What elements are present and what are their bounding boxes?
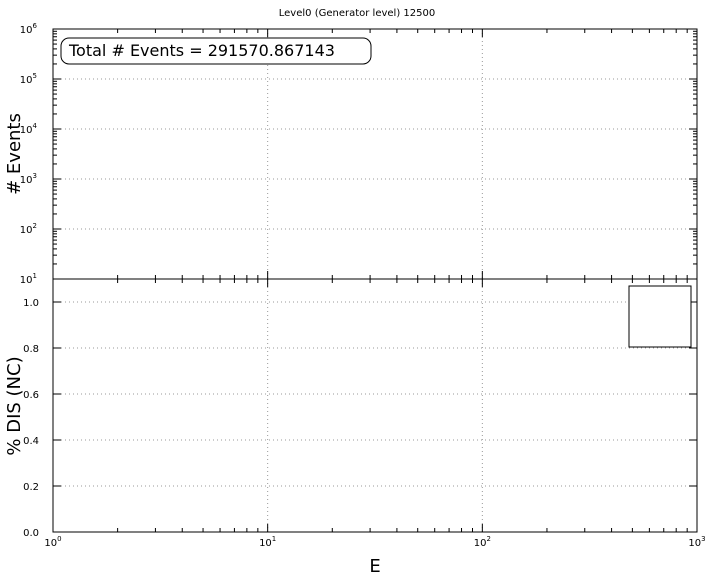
legend bbox=[628, 285, 692, 348]
top-panel-grid bbox=[53, 29, 697, 279]
top-y-tick-base: 10 bbox=[20, 175, 33, 186]
bottom-y-tick-label: 0.0 bbox=[23, 528, 39, 539]
bottom-panel-frame bbox=[52, 278, 698, 533]
top-y-tick-label: 103 bbox=[20, 172, 37, 186]
x-tick-base: 10 bbox=[44, 538, 57, 549]
top-y-tick-base: 10 bbox=[20, 25, 33, 36]
top-y-tick-exp: 4 bbox=[33, 122, 38, 130]
x-tick-exp: 3 bbox=[701, 535, 705, 543]
bottom-y-axis-label: % DIS (NC) bbox=[4, 356, 25, 455]
annotation-box: Total # Events = 291570.867143 bbox=[60, 37, 372, 65]
total-events-annotation: Total # Events = 291570.867143 bbox=[68, 41, 335, 60]
x-tick-base: 10 bbox=[688, 538, 701, 549]
x-tick-exp: 1 bbox=[272, 535, 276, 543]
x-tick-base: 10 bbox=[474, 538, 487, 549]
top-y-tick-label: 104 bbox=[20, 122, 38, 136]
legend-frame bbox=[628, 285, 692, 348]
bottom-panel-y-axis: 0.0 0.2 0.4 0.6 0.8 1.0 bbox=[23, 298, 697, 539]
bottom-y-tick-label: 0.8 bbox=[23, 344, 39, 355]
top-y-tick-label: 106 bbox=[20, 22, 38, 36]
x-tick-base: 10 bbox=[259, 538, 272, 549]
top-y-tick-exp: 6 bbox=[33, 22, 38, 30]
top-y-tick-base: 10 bbox=[20, 275, 33, 286]
bottom-y-tick-label: 0.4 bbox=[23, 436, 39, 447]
chart-title: Level0 (Generator level) 12500 bbox=[279, 8, 435, 19]
x-tick-label: 101 bbox=[259, 535, 276, 549]
top-panel-x-ticks bbox=[52, 29, 698, 279]
x-tick-label: 102 bbox=[474, 535, 491, 549]
bottom-y-tick-label: 1.0 bbox=[23, 298, 39, 309]
top-y-tick-label: 101 bbox=[20, 272, 37, 286]
x-axis-label: E bbox=[369, 556, 380, 577]
x-tick-exp: 2 bbox=[486, 535, 490, 543]
bottom-panel-grid bbox=[53, 279, 697, 532]
top-y-tick-exp: 5 bbox=[33, 72, 37, 80]
top-panel-frame bbox=[52, 28, 698, 280]
x-tick-exp: 0 bbox=[57, 535, 61, 543]
top-y-tick-exp: 3 bbox=[33, 172, 37, 180]
top-y-tick-label: 105 bbox=[20, 72, 37, 86]
bottom-y-tick-label: 0.6 bbox=[23, 390, 39, 401]
bottom-panel-x-axis: 100 101 102 103 bbox=[44, 279, 706, 549]
annotation-frame bbox=[60, 37, 372, 65]
top-y-tick-exp: 1 bbox=[33, 272, 37, 280]
bottom-y-tick-label: 0.2 bbox=[23, 482, 39, 493]
top-y-tick-exp: 2 bbox=[33, 222, 37, 230]
x-tick-label: 100 bbox=[44, 535, 61, 549]
top-y-tick-base: 10 bbox=[20, 125, 33, 136]
top-y-tick-label: 102 bbox=[20, 222, 37, 236]
x-tick-label: 103 bbox=[688, 535, 705, 549]
top-y-tick-base: 10 bbox=[20, 75, 33, 86]
top-y-axis-label: # Events bbox=[4, 113, 25, 195]
top-y-tick-base: 10 bbox=[20, 225, 33, 236]
